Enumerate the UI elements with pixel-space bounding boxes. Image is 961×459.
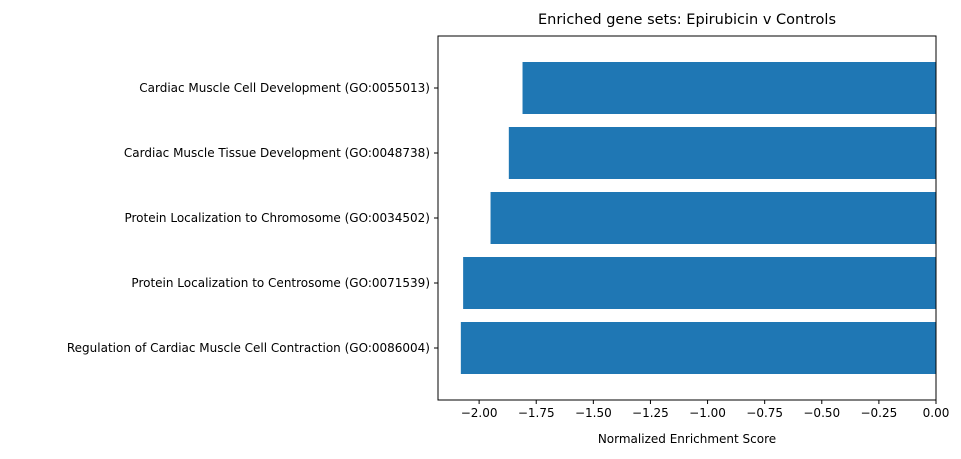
y-tick-label-0: Regulation of Cardiac Muscle Cell Contra… <box>67 341 430 355</box>
y-tick-label-2: Protein Localization to Chromosome (GO:0… <box>124 211 430 225</box>
bar-2 <box>490 192 936 244</box>
y-tick-label-1: Protein Localization to Centrosome (GO:0… <box>131 276 430 290</box>
bar-4 <box>522 62 936 114</box>
x-tick-label-7: −0.25 <box>860 406 897 420</box>
x-axis: −2.00 −1.75 −1.50 −1.25 −1.00 −0.75 −0.50 −0.25… <box>461 400 950 420</box>
bars-layer <box>460 62 936 374</box>
x-tick-label-3: −1.25 <box>632 406 669 420</box>
y-tick-label-4: Cardiac Muscle Cell Development (GO:0055… <box>139 81 430 95</box>
x-tick-label-5: −0.75 <box>746 406 783 420</box>
x-tick-label-6: −0.50 <box>803 406 840 420</box>
bar-0 <box>460 322 936 374</box>
x-tick-label-8: 0.00 <box>923 406 950 420</box>
x-tick-label-1: −1.75 <box>518 406 555 420</box>
x-tick-label-0: −2.00 <box>461 406 498 420</box>
y-axis: Regulation of Cardiac Muscle Cell Contra… <box>67 81 438 355</box>
bar-1 <box>463 257 936 309</box>
x-tick-label-2: −1.50 <box>575 406 612 420</box>
bar-3 <box>508 127 936 179</box>
chart-title: Enriched gene sets: Epirubicin v Control… <box>538 12 836 28</box>
y-tick-label-3: Cardiac Muscle Tissue Development (GO:00… <box>124 146 430 160</box>
x-axis-label: Normalized Enrichment Score <box>598 432 776 446</box>
x-tick-label-4: −1.00 <box>689 406 726 420</box>
